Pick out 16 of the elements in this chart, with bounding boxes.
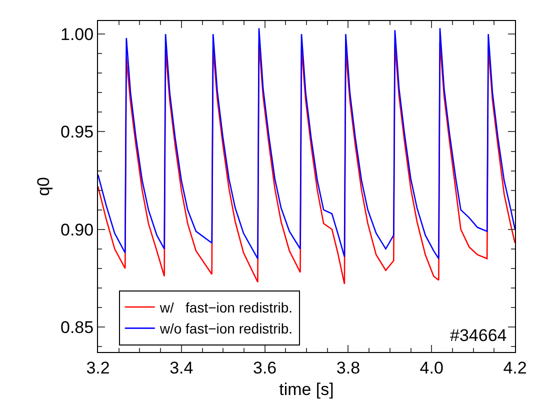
line-series xyxy=(98,28,515,260)
x-tick-label: 3.8 xyxy=(336,358,360,378)
x-tick-label: 3.4 xyxy=(170,358,194,378)
y-tick-label: 1.00 xyxy=(60,25,94,44)
x-tick-label: 3.2 xyxy=(86,358,110,378)
x-tick-label: 3.6 xyxy=(252,358,277,378)
x-tick-label: 4.2 xyxy=(503,358,527,378)
y-tick-label: 0.95 xyxy=(60,122,94,142)
y-tick-label: 0.85 xyxy=(60,318,94,337)
x-axis-title: time [s] xyxy=(279,380,334,399)
legend-label: w/o fast−ion redistrib. xyxy=(158,320,293,337)
annotation: #34664 xyxy=(450,326,507,345)
x-tick-label: 4.0 xyxy=(420,358,444,378)
legend-label: w/ fast−ion redistrib. xyxy=(158,299,293,316)
y-tick-label: 0.90 xyxy=(60,220,94,240)
y-axis-title: q0 xyxy=(34,177,54,196)
